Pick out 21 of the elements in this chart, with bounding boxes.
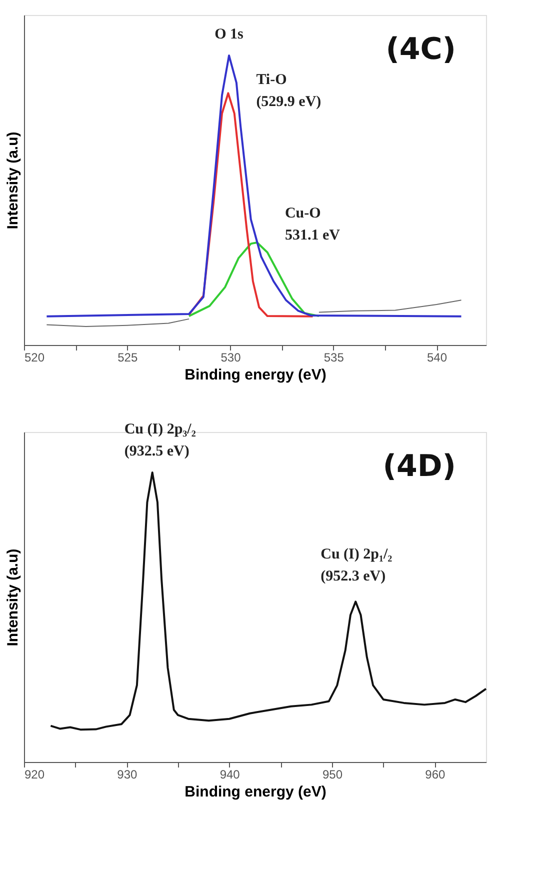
annotation: Cu-O 531.1 eV xyxy=(284,206,340,244)
x-tick-label: 530 xyxy=(220,350,242,364)
annotation: (4D) xyxy=(382,449,456,484)
x-tick-label: 930 xyxy=(117,768,138,782)
y-axis-title: Intensity (a.u) xyxy=(4,132,22,230)
annotation: (4C) xyxy=(386,32,456,67)
y-axis-title: Intensity (a.u) xyxy=(4,548,22,646)
x-tick-label: 540 xyxy=(426,350,448,364)
x-tick-label: 940 xyxy=(220,768,240,782)
x-tick-label: 920 xyxy=(24,768,45,782)
x-tick-label: 950 xyxy=(322,768,343,782)
annotation: O 1s xyxy=(214,26,244,43)
x-tick-label: 535 xyxy=(324,350,344,364)
x-tick-label: 525 xyxy=(118,350,138,364)
annotation: Cu (I) 2p₃/₂ (932.5 eV) xyxy=(124,422,196,460)
x-tick-label: 520 xyxy=(24,350,45,364)
x-tick-label: 960 xyxy=(425,768,446,782)
annotation: Cu (I) 2p₁/₂ (952.3 eV) xyxy=(320,546,393,585)
x-axis-title: Binding energy (eV) xyxy=(184,366,326,384)
x-axis-title: Binding energy (eV) xyxy=(184,784,326,800)
annotation: Ti-O (529.9 eV) xyxy=(256,72,322,110)
